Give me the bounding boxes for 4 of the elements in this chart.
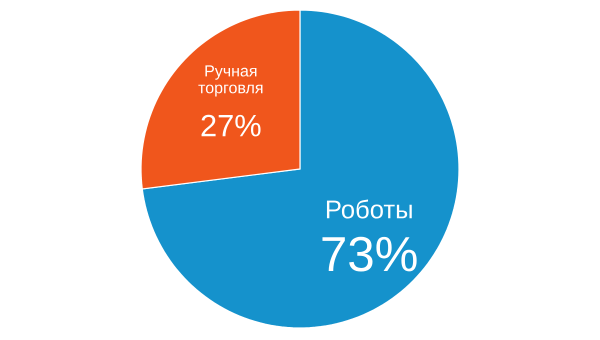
data-label: 73% bbox=[322, 236, 417, 272]
slice-label: Ручная торговля bbox=[198, 65, 262, 97]
data-label: 27% bbox=[202, 114, 261, 136]
slice-label: Роботы bbox=[326, 199, 412, 218]
